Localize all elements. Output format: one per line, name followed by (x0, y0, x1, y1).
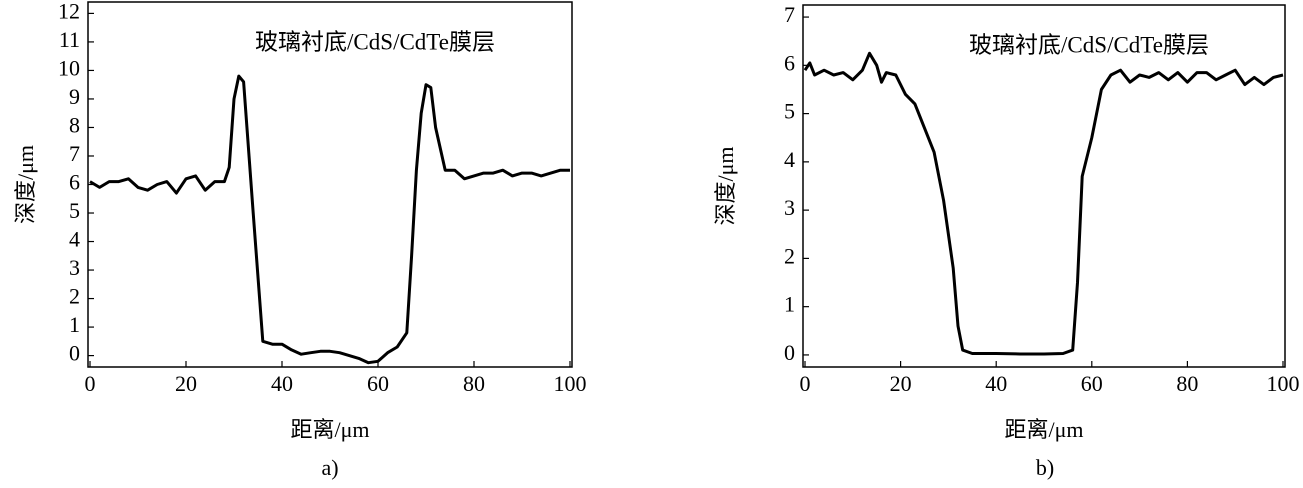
y-tick-label: 3 (784, 195, 795, 220)
x-tick-label: 40 (271, 371, 293, 396)
x-tick-label: 100 (554, 371, 587, 396)
y-tick-label: 12 (58, 0, 80, 23)
x-tick-label: 60 (367, 371, 389, 396)
caption: b) (1036, 455, 1054, 480)
y-tick-label: 1 (69, 312, 80, 337)
x-tick-label: 100 (1267, 371, 1300, 396)
x-axis-label: 距离/μm (1004, 417, 1083, 442)
y-tick-label: 6 (784, 50, 795, 75)
x-tick-label: 20 (890, 371, 912, 396)
y-tick-label: 11 (59, 27, 80, 52)
caption: a) (321, 455, 338, 480)
y-tick-label: 3 (69, 255, 80, 280)
data-line (89, 74, 570, 365)
y-tick-label: 1 (784, 292, 795, 317)
x-axis-label: 距离/μm (290, 417, 369, 442)
plot-frame (802, 4, 1286, 368)
y-tick-label: 4 (69, 227, 80, 252)
annotation: 玻璃衬底/CdS/CdTe膜层 (255, 29, 495, 54)
y-tick-label: 7 (784, 2, 795, 27)
y-tick-label: 9 (69, 84, 80, 109)
data-line (803, 51, 1284, 356)
y-tick-label: 10 (58, 55, 80, 80)
y-tick-label: 5 (69, 198, 80, 223)
x-tick-label: 80 (463, 371, 485, 396)
y-axis-label: 深度/μm (713, 146, 738, 225)
annotation: 玻璃衬底/CdS/CdTe膜层 (969, 32, 1209, 57)
x-tick-label: 0 (800, 371, 811, 396)
x-tick-label: 60 (1081, 371, 1103, 396)
y-tick-label: 2 (784, 243, 795, 268)
x-tick-label: 40 (985, 371, 1007, 396)
y-tick-label: 5 (784, 99, 795, 124)
y-tick-label: 0 (784, 340, 795, 365)
x-tick-label: 0 (85, 371, 96, 396)
x-tick-label: 80 (1176, 371, 1198, 396)
y-tick-label: 2 (69, 284, 80, 309)
y-tick-label: 7 (69, 141, 80, 166)
x-tick-label: 20 (175, 371, 197, 396)
y-tick-label: 0 (69, 341, 80, 366)
y-tick-label: 8 (69, 113, 80, 138)
y-tick-label: 4 (784, 147, 795, 172)
y-tick-label: 6 (69, 170, 80, 195)
y-axis-label: 深度/μm (13, 145, 38, 224)
